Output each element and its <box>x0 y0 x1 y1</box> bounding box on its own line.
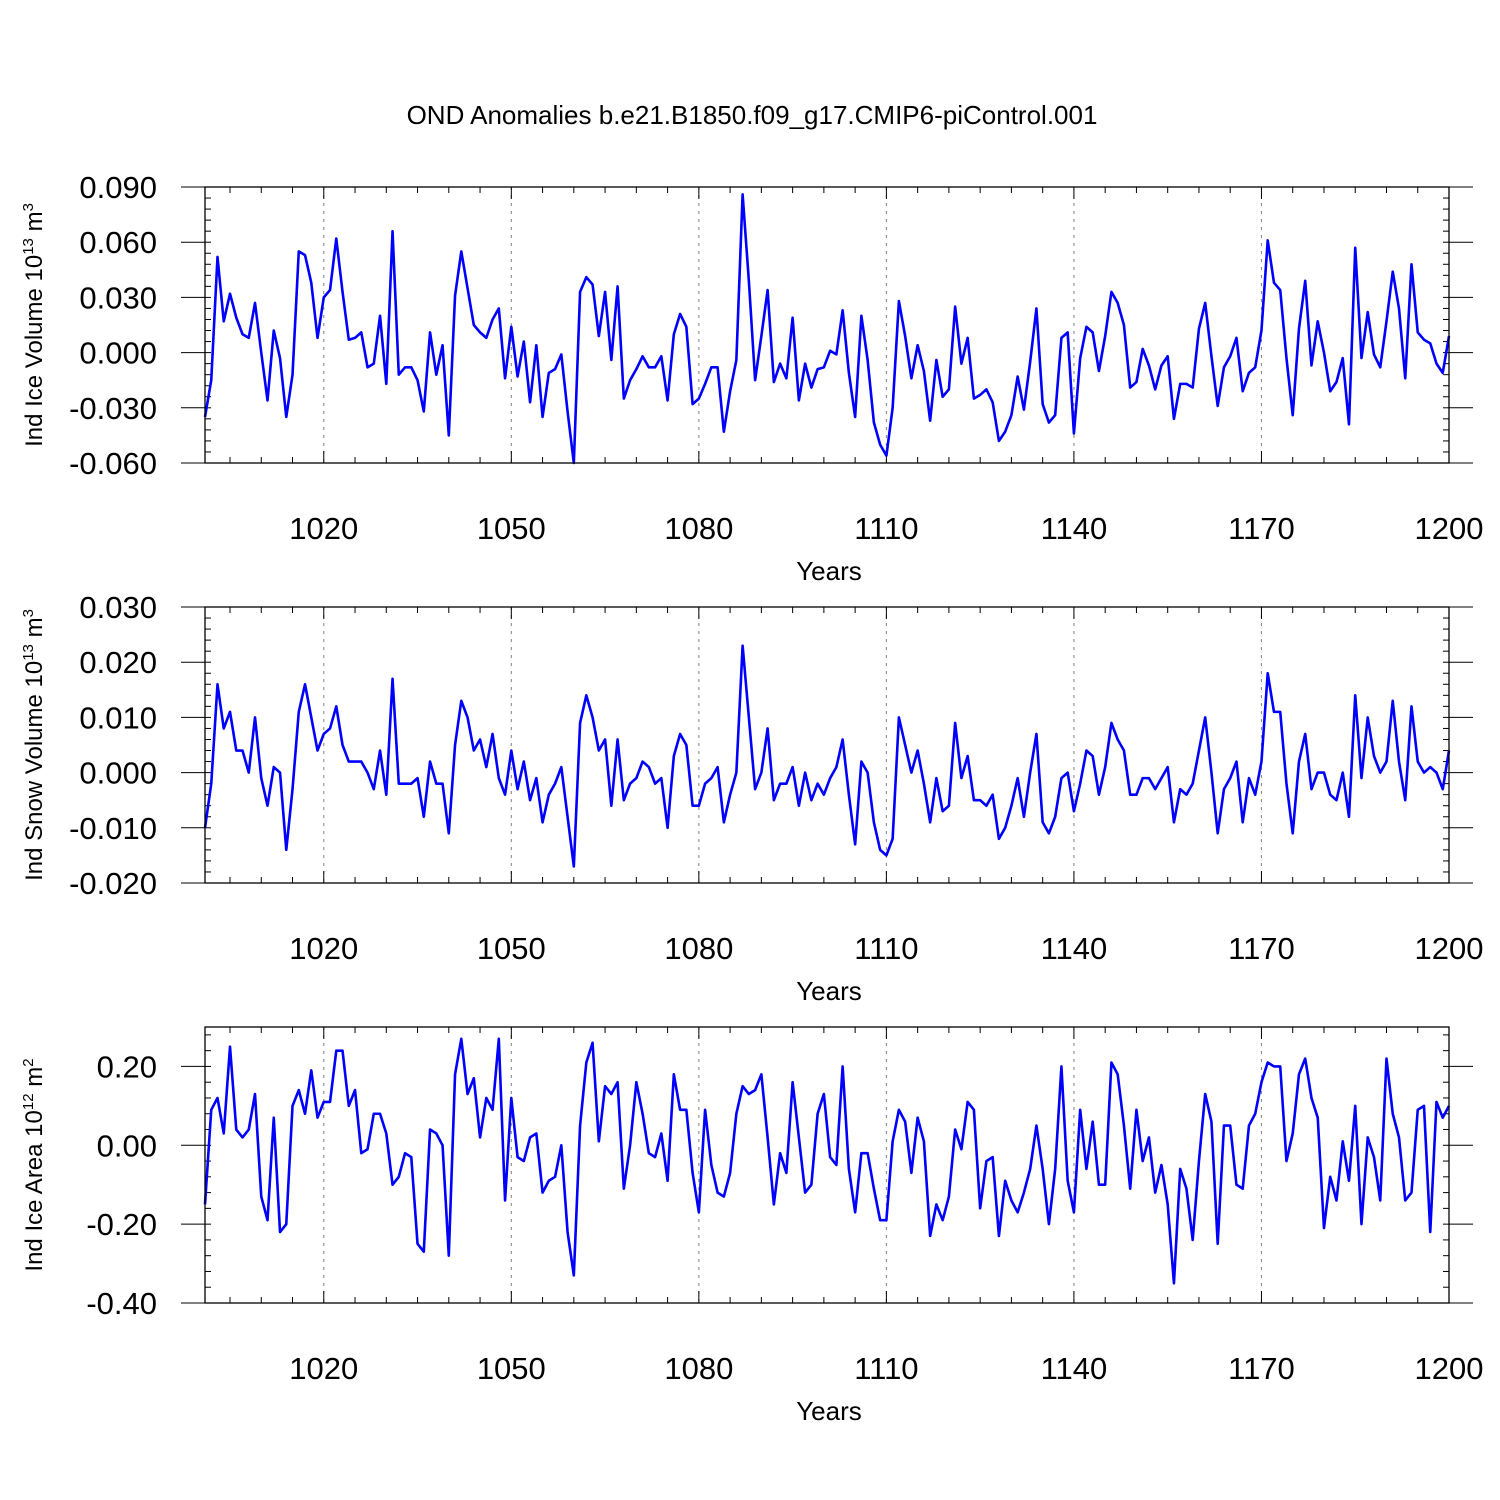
x-tick-label: 1140 <box>1041 1351 1108 1386</box>
x-tick-label: 1140 <box>1041 931 1108 966</box>
y-label-exponent: 12 <box>20 1093 37 1110</box>
x-tick-label: 1110 <box>854 931 918 966</box>
x-tick-label: 1050 <box>477 1351 546 1386</box>
panel-1: 1020 1050 1080 1110 1140 1170 1200 -0.060 -0.030… <box>20 170 1483 586</box>
y-tick-label: -0.20 <box>86 1207 157 1242</box>
y-label-unit-exponent: 3 <box>20 203 37 211</box>
x-tick-label: 1050 <box>477 511 546 546</box>
x-tick-label: 1170 <box>1228 1351 1295 1386</box>
y-tick-label: 0.000 <box>79 756 157 791</box>
y-tick-label: 0.030 <box>79 280 157 315</box>
y-label-exponent: 13 <box>20 238 37 255</box>
x-tick-label: 1080 <box>664 511 733 546</box>
y-label-unit-exponent: 2 <box>20 1058 37 1066</box>
x-tick-label: 1110 <box>854 511 918 546</box>
y-label-text: Ind Ice Volume 10 <box>21 255 48 447</box>
x-axis-label: Years <box>796 556 862 586</box>
series-line <box>203 1037 1451 1285</box>
y-axis-label: Ind Snow Volume 1013 m3 <box>20 609 48 881</box>
x-tick-label: 1170 <box>1228 511 1295 546</box>
y-tick-label: -0.010 <box>69 811 157 846</box>
y-tick-label: -0.030 <box>69 391 157 426</box>
y-tick-label: 0.020 <box>79 645 157 680</box>
x-tick-label: 1200 <box>1415 511 1484 546</box>
figure-title: OND Anomalies b.e21.B1850.f09_g17.CMIP6-… <box>407 100 1098 130</box>
x-tick-label: 1050 <box>477 931 546 966</box>
y-label-text: Ind Ice Area 10 <box>21 1110 48 1271</box>
x-tick-label: 1200 <box>1415 931 1484 966</box>
y-tick-label: -0.40 <box>86 1286 157 1321</box>
y-label-unit: m <box>21 1067 48 1094</box>
x-tick-label: 1170 <box>1228 931 1295 966</box>
y-tick-label: 0.00 <box>97 1128 157 1163</box>
y-tick-label: 0.000 <box>79 336 157 371</box>
y-label-unit: m <box>21 211 48 238</box>
plot-frame <box>204 606 1450 884</box>
y-tick-label: -0.060 <box>69 446 157 481</box>
x-tick-label: 1020 <box>289 1351 358 1386</box>
y-tick-label: 0.20 <box>97 1049 157 1084</box>
y-axis-label: Ind Ice Area 1012 m2 <box>20 1058 48 1271</box>
series-line <box>203 193 1451 465</box>
x-tick-label: 1200 <box>1415 1351 1484 1386</box>
y-label-exponent: 13 <box>20 644 37 661</box>
x-tick-label: 1080 <box>664 931 733 966</box>
y-tick-label: 0.010 <box>79 700 157 735</box>
y-label-unit-exponent: 3 <box>20 609 37 617</box>
series-line <box>203 644 1451 868</box>
x-tick-label: 1020 <box>289 931 358 966</box>
panel-2: 1020 1050 1080 1110 1140 1170 1200 -0.020 -0.010… <box>20 590 1483 1006</box>
panel-3: 1020 1050 1080 1110 1140 1170 1200 -0.40 -0.20 0.… <box>20 1026 1484 1426</box>
y-tick-label: 0.030 <box>79 590 157 625</box>
y-label-unit: m <box>21 617 48 644</box>
plot-frame <box>204 1026 1450 1304</box>
x-tick-label: 1110 <box>854 1351 918 1386</box>
x-tick-label: 1020 <box>289 511 358 546</box>
y-tick-label: -0.020 <box>69 866 157 901</box>
x-axis-label: Years <box>796 1396 862 1426</box>
y-axis-label: Ind Ice Volume 1013 m3 <box>20 203 48 447</box>
y-tick-label: 0.090 <box>79 170 157 205</box>
x-tick-label: 1140 <box>1041 511 1108 546</box>
plot-frame <box>204 186 1450 464</box>
y-label-text: Ind Snow Volume 10 <box>21 661 48 881</box>
y-tick-label: 0.060 <box>79 225 157 260</box>
x-tick-label: 1080 <box>664 1351 733 1386</box>
x-axis-label: Years <box>796 976 862 1006</box>
